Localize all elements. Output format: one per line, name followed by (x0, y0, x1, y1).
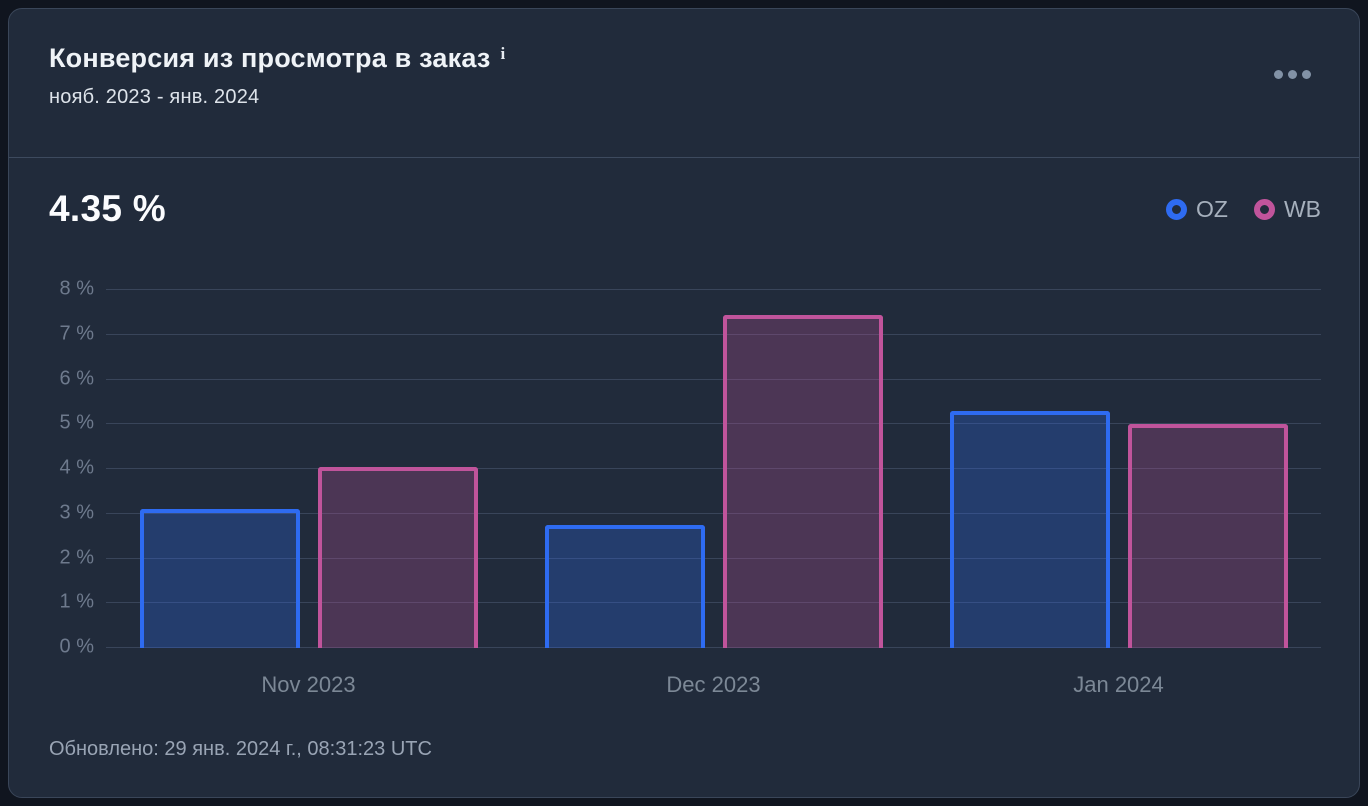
card-header: Конверсия из просмотра в заказ i нояб. 2… (9, 9, 1359, 157)
gridline-1: 1 % (60, 591, 1321, 613)
title-row: Конверсия из просмотра в заказ i (49, 43, 1319, 74)
bar-groups (106, 290, 1321, 648)
conversion-value: 4.35 % (49, 188, 166, 229)
ytick-label-7: 7 % (59, 322, 94, 345)
xtick-label-dec-2023: Dec 2023 (666, 672, 761, 697)
x-axis-labels: Nov 2023 Dec 2023 Jan 2024 (106, 648, 1321, 698)
bar-wb-nov-2023[interactable] (317, 466, 478, 648)
ellipsis-dot (1288, 70, 1297, 79)
ytick-label-4: 4 % (59, 456, 94, 479)
bar-oz-dec-2023[interactable] (544, 524, 705, 648)
gridline-3: 3 % (60, 501, 1321, 523)
gridline-0: 0 % (60, 636, 1321, 658)
gridline-2: 2 % (60, 546, 1321, 568)
header-divider (9, 157, 1359, 158)
ytick-label-1: 1 % (59, 590, 94, 613)
bar-oz-jan-2024[interactable] (949, 410, 1110, 648)
bar-wb-dec-2023[interactable] (722, 314, 883, 648)
legend-ring-icon (1253, 198, 1275, 220)
gridline-7: 7 % (60, 322, 1321, 344)
ytick-label-5: 5 % (59, 411, 94, 434)
stats-row: 4.35 % OZ WB (49, 188, 1321, 230)
legend-item-oz[interactable]: OZ (1165, 195, 1228, 223)
ellipsis-dot (1274, 70, 1283, 79)
legend-label: OZ (1195, 195, 1228, 222)
ytick-label-3: 3 % (59, 501, 94, 524)
xtick-label-nov-2023: Nov 2023 (261, 672, 356, 697)
gridline-6: 6 % (60, 367, 1321, 389)
bar-wb-jan-2024[interactable] (1127, 424, 1288, 648)
bar-oz-nov-2023[interactable] (139, 509, 300, 648)
gridline-5: 5 % (60, 412, 1321, 434)
ytick-label-8: 8 % (59, 277, 94, 300)
bar-group-jan-2024 (916, 290, 1321, 648)
bar-chart: 8 % 7 % 6 % 5 % 4 % 3 % 2 % 1 % 0 % (60, 278, 1321, 658)
gridline-8: 8 % (60, 278, 1321, 300)
ytick-label-6: 6 % (59, 367, 94, 389)
bar-group-dec-2023 (511, 290, 916, 648)
ellipsis-dot (1302, 70, 1311, 79)
gridline-4: 4 % (60, 457, 1321, 479)
date-range: нояб. 2023 - янв. 2024 (49, 86, 260, 109)
bar-group-nov-2023 (106, 290, 511, 648)
updated-timestamp: Обновлено: 29 янв. 2024 г., 08:31:23 UTC (49, 738, 432, 760)
more-options-button[interactable] (1268, 64, 1317, 85)
chart-card: Конверсия из просмотра в заказ i нояб. 2… (8, 8, 1360, 798)
card-title: Конверсия из просмотра в заказ (49, 43, 491, 73)
legend-item-wb[interactable]: WB (1253, 195, 1321, 223)
ytick-label-2: 2 % (59, 546, 94, 568)
chart-legend: OZ WB (1165, 195, 1321, 223)
legend-ring-icon (1165, 198, 1187, 220)
legend-label: WB (1283, 195, 1321, 222)
ytick-label-0: 0 % (59, 635, 94, 658)
xtick-label-jan-2024: Jan 2024 (1073, 672, 1164, 697)
info-icon[interactable]: i (500, 44, 506, 63)
